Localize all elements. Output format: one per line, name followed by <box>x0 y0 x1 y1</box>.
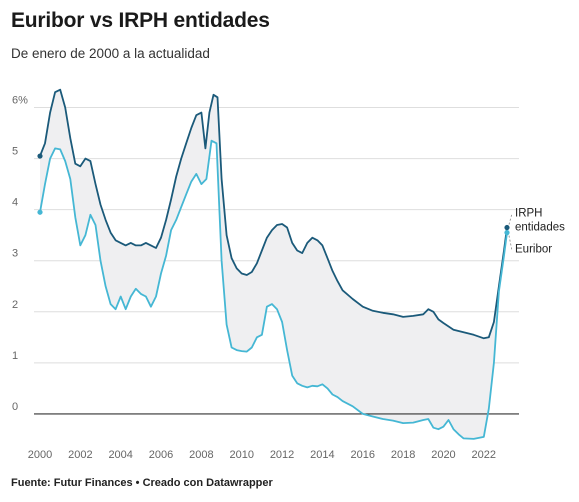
y-tick-label: 5 <box>12 146 18 158</box>
irph-label-leader <box>508 213 513 225</box>
y-tick-label: 4 <box>12 197 18 209</box>
x-tick-label: 2012 <box>270 449 294 461</box>
irph-line-start-point <box>37 153 43 159</box>
irph-series-label: IRPH <box>515 208 542 220</box>
x-tick-label: 2010 <box>229 449 253 461</box>
y-tick-label: 6% <box>12 95 28 107</box>
irph-series-label-line2: entidades <box>515 222 565 234</box>
x-tick-label: 2014 <box>310 449 334 461</box>
chart-title: Euribor vs IRPH entidades <box>11 9 270 32</box>
gap-area <box>40 89 507 439</box>
y-tick-label: 0 <box>12 401 18 413</box>
y-tick-label: 3 <box>12 248 18 260</box>
source-note: Fuente: Futur Finances • Creado con Data… <box>11 477 273 489</box>
y-tick-label: 2 <box>12 299 18 311</box>
x-tick-label: 2000 <box>28 449 52 461</box>
euribor-series-label: Euribor <box>515 244 552 256</box>
euribor-line <box>39 139 508 440</box>
x-tick-label: 2016 <box>351 449 375 461</box>
x-tick-label: 2020 <box>431 449 455 461</box>
x-tick-label: 2022 <box>472 449 496 461</box>
x-tick-label: 2018 <box>391 449 415 461</box>
irph-line <box>39 88 508 340</box>
irph-line-end-point <box>504 224 510 231</box>
euribor-line-end-point <box>504 230 510 236</box>
x-tick-label: 2008 <box>189 449 213 461</box>
line-chart: 0 1 2 3 4 5 6% 2000 2002 2004 2006 2008 2010 2012 2014… <box>12 88 565 461</box>
euribor-label-leader <box>508 235 513 251</box>
y-tick-label: 1 <box>12 350 18 362</box>
x-tick-label: 2002 <box>68 449 92 461</box>
chart-subtitle: De enero de 2000 a la actualidad <box>11 46 210 61</box>
x-tick-label: 2004 <box>108 449 132 461</box>
x-tick-label: 2006 <box>149 449 173 461</box>
euribor-line-start-point <box>37 209 43 215</box>
